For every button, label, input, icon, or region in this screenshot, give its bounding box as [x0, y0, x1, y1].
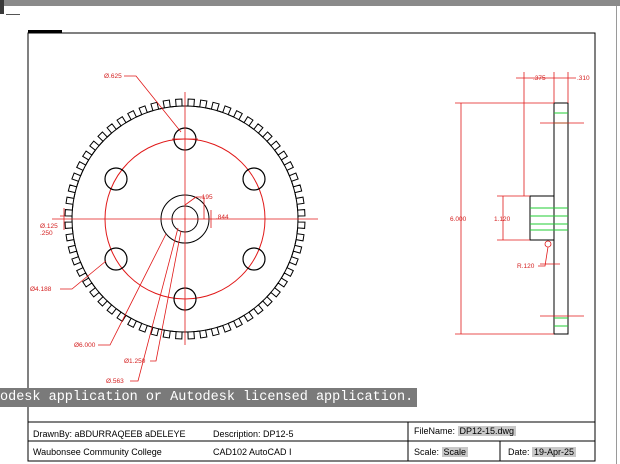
bolt-hole-upper-left [104, 167, 128, 191]
bolt-hole-lower-left [104, 247, 128, 271]
dim-outer-dia: Ø6.000 [74, 342, 96, 349]
title-filename: FileName: DP12-15.dwg [414, 425, 517, 437]
title-date-value: 19-Apr-25 [532, 447, 577, 457]
window-top-bar [0, 0, 620, 6]
dim-flange-thickness: .375 [533, 75, 546, 82]
title-course: CAD102 AutoCAD I [213, 447, 292, 457]
dim-bolt-circle-dia: Ø4.188 [30, 286, 52, 293]
dim-plate-thickness: .310 [577, 75, 590, 82]
side-view-geometry [529, 102, 569, 335]
gear-centerlines [52, 92, 318, 345]
gear-leaders [60, 75, 212, 382]
dim-bore-dia: Ø.563 [106, 378, 124, 385]
side-hub [529, 195, 554, 241]
dim-fillet-radius: R.120 [517, 263, 535, 270]
educational-watermark-banner: odesk application or Autodesk licensed a… [0, 388, 418, 407]
title-date: Date: 19-Apr-25 [508, 446, 577, 458]
side-plate [553, 102, 569, 335]
sheet-border [27, 32, 596, 462]
title-filename-label: FileName: [414, 426, 456, 436]
title-college: Waubonsee Community College [33, 447, 162, 457]
dim-overall-height: 6.000 [450, 216, 467, 223]
dim-left-small-a: Ø.125 [40, 223, 58, 230]
dim-hub-height: 1.120 [494, 216, 511, 223]
title-filename-value: DP12-15.dwg [457, 426, 517, 436]
side-view-hidden-lines [530, 112, 568, 327]
title-block-frame [28, 421, 595, 461]
dim-left-small-b: .250 [40, 230, 53, 237]
title-scale: Scale: Scale [414, 446, 469, 458]
dim-bolt-hole-dia: Ø.625 [104, 73, 122, 80]
bolt-hole-lower-right [242, 247, 266, 271]
dim-hub-dia: Ø1.250 [124, 358, 146, 365]
title-date-label: Date: [508, 447, 530, 457]
side-view-dimensions [455, 72, 584, 335]
title-drawn-by: DrawnBy: aBDURRAQEEB aDELEYE [33, 429, 186, 439]
viewport-right-edge[interactable] [616, 6, 619, 464]
title-scale-value: Scale [441, 447, 469, 457]
window-corner-tick [6, 14, 20, 15]
dim-center-hole: .195 [200, 194, 213, 201]
bolt-hole-upper-right [242, 167, 266, 191]
sheet-corner-mark [28, 30, 62, 33]
title-scale-label: Scale: [414, 447, 440, 457]
title-description: Description: DP12-5 [213, 429, 294, 439]
dim-center-hole-depth: .844 [216, 214, 229, 221]
window-corner-accent [0, 0, 4, 14]
